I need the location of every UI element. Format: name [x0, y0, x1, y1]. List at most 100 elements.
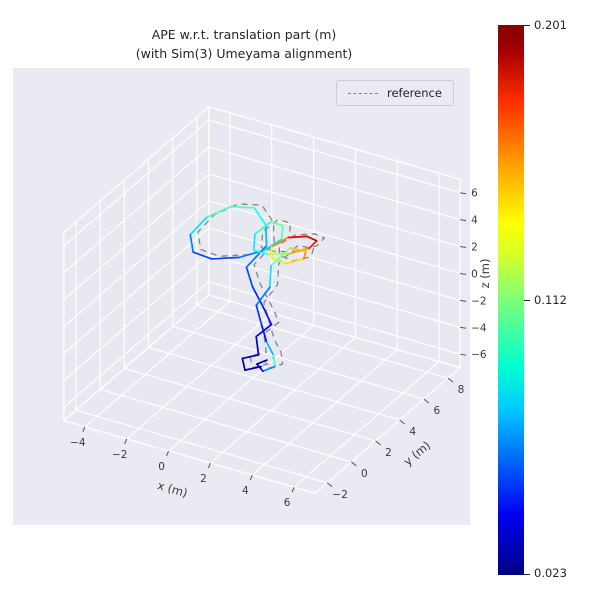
- trajectory-segment: [308, 239, 318, 250]
- trajectory-segment: [189, 233, 195, 253]
- trajectory-segment: [302, 250, 307, 260]
- tick-x: [249, 474, 253, 481]
- trajectory-segment: [262, 238, 283, 252]
- trajectory-segment: [192, 251, 213, 260]
- tick-label-z: 0: [471, 268, 478, 280]
- trajectory-segment: [272, 354, 276, 368]
- colorbar-tick-max: [524, 25, 530, 26]
- trajectory-segment: [289, 247, 307, 253]
- tick-label-y: 4: [409, 426, 416, 438]
- gridline-x: [84, 112, 231, 428]
- tick-label-x: −4: [70, 437, 86, 449]
- trajectory-segment: [252, 249, 269, 256]
- gridline-x: [126, 124, 273, 440]
- trajectory-segment: [253, 206, 267, 226]
- tick-z: [459, 299, 467, 302]
- tick-x: [166, 450, 170, 457]
- tick-marks: [82, 192, 467, 493]
- gridline-y: [99, 201, 352, 463]
- gridline-x: [293, 173, 440, 488]
- trajectory-segment: [256, 359, 268, 365]
- gridline-y: [147, 159, 400, 421]
- tick-label-z: 4: [471, 215, 478, 227]
- trajectory-segment: [245, 266, 254, 288]
- colorbar-label-min: 0.023: [534, 566, 567, 580]
- trajectory-segment: [269, 221, 284, 227]
- trajectory-segment: [189, 216, 208, 236]
- tick-z: [459, 353, 467, 356]
- trajectory-segment: [261, 325, 268, 344]
- gridline-z: [63, 254, 461, 381]
- trajectory-segment: [270, 257, 287, 265]
- trajectory-segment: [280, 224, 284, 241]
- trajectory-segment: [241, 357, 246, 371]
- tick-label-x: 4: [242, 485, 249, 497]
- legend: reference: [336, 80, 454, 106]
- tick-label-y: 0: [361, 468, 368, 480]
- tick-y: [351, 461, 357, 467]
- gridline-z: [63, 200, 461, 327]
- tick-label-z: −4: [471, 322, 487, 334]
- gridline-x: [168, 137, 315, 452]
- tick-z: [459, 246, 467, 249]
- tick-labels: −4 −2 0 2 4 6 −2 0 2 4 6 8 −6 −4 −2 0 2 4 6: [70, 188, 487, 509]
- trajectory-segment: [256, 363, 264, 373]
- gridline-y: [172, 138, 424, 400]
- tick-label-y: −2: [332, 489, 347, 501]
- gridline-z: [63, 173, 461, 301]
- colorbar-label-mid: 0.112: [534, 293, 567, 307]
- trajectory-segment: [254, 221, 272, 235]
- tick-y: [399, 419, 405, 425]
- tick-x: [82, 426, 86, 432]
- gridline-x: [210, 149, 356, 464]
- tick-label-x: 6: [284, 497, 291, 509]
- trajectory-segment: [264, 224, 268, 247]
- tick-label-z: −6: [471, 349, 487, 361]
- tick-y: [423, 398, 430, 404]
- tick-y: [326, 482, 333, 488]
- trajectory-segment: [285, 258, 305, 265]
- tick-label-y: 8: [458, 384, 465, 396]
- colorbar-tick-min: [524, 574, 530, 575]
- z-axis-label: z (m): [478, 259, 492, 289]
- tick-z: [459, 219, 467, 222]
- trajectory-segment: [205, 205, 232, 219]
- tick-label-z: −2: [471, 295, 486, 307]
- trajectory-segment: [255, 304, 263, 327]
- tick-label-x: 2: [200, 473, 207, 485]
- tick-y: [447, 377, 454, 383]
- ape-trajectory: [189, 205, 318, 373]
- colorbar: [498, 25, 524, 575]
- trajectory-segment: [251, 285, 264, 307]
- tick-y: [375, 440, 381, 446]
- gridline-x: [251, 161, 398, 476]
- trajectory-segment: [245, 244, 268, 269]
- gridline-z: [63, 281, 461, 408]
- trajectory-segment: [270, 247, 292, 267]
- trajectory-segment: [265, 341, 275, 356]
- reference-trajectory: [197, 203, 326, 370]
- trajectory-segment: [268, 264, 272, 289]
- trajectory-segment: [286, 235, 308, 239]
- trajectory-segment: [252, 233, 256, 252]
- tick-label-x: −2: [112, 449, 127, 461]
- plot-title-line1: APE w.r.t. translation part (m): [151, 27, 337, 42]
- colorbar-tick-mid: [524, 300, 530, 301]
- legend-item-reference: reference: [387, 86, 442, 100]
- trajectory-segment: [270, 236, 289, 248]
- gridlines: [63, 112, 461, 488]
- trajectory-segment: [288, 247, 310, 255]
- trajectory-segment: [262, 365, 276, 373]
- tick-x: [207, 462, 211, 469]
- trajectory-segment: [241, 354, 260, 360]
- plot-title: APE w.r.t. translation part (m) (with Si…: [0, 26, 488, 64]
- tick-x: [291, 486, 295, 493]
- gridline-y: [123, 180, 376, 442]
- gridline-z: [63, 227, 461, 354]
- trajectory-segment: [255, 335, 260, 356]
- dashed-line-icon: [348, 92, 378, 94]
- trajectory-segment: [261, 304, 273, 326]
- gridline-z: [63, 119, 461, 247]
- tick-label-y: 2: [385, 447, 392, 459]
- tick-z: [459, 192, 467, 195]
